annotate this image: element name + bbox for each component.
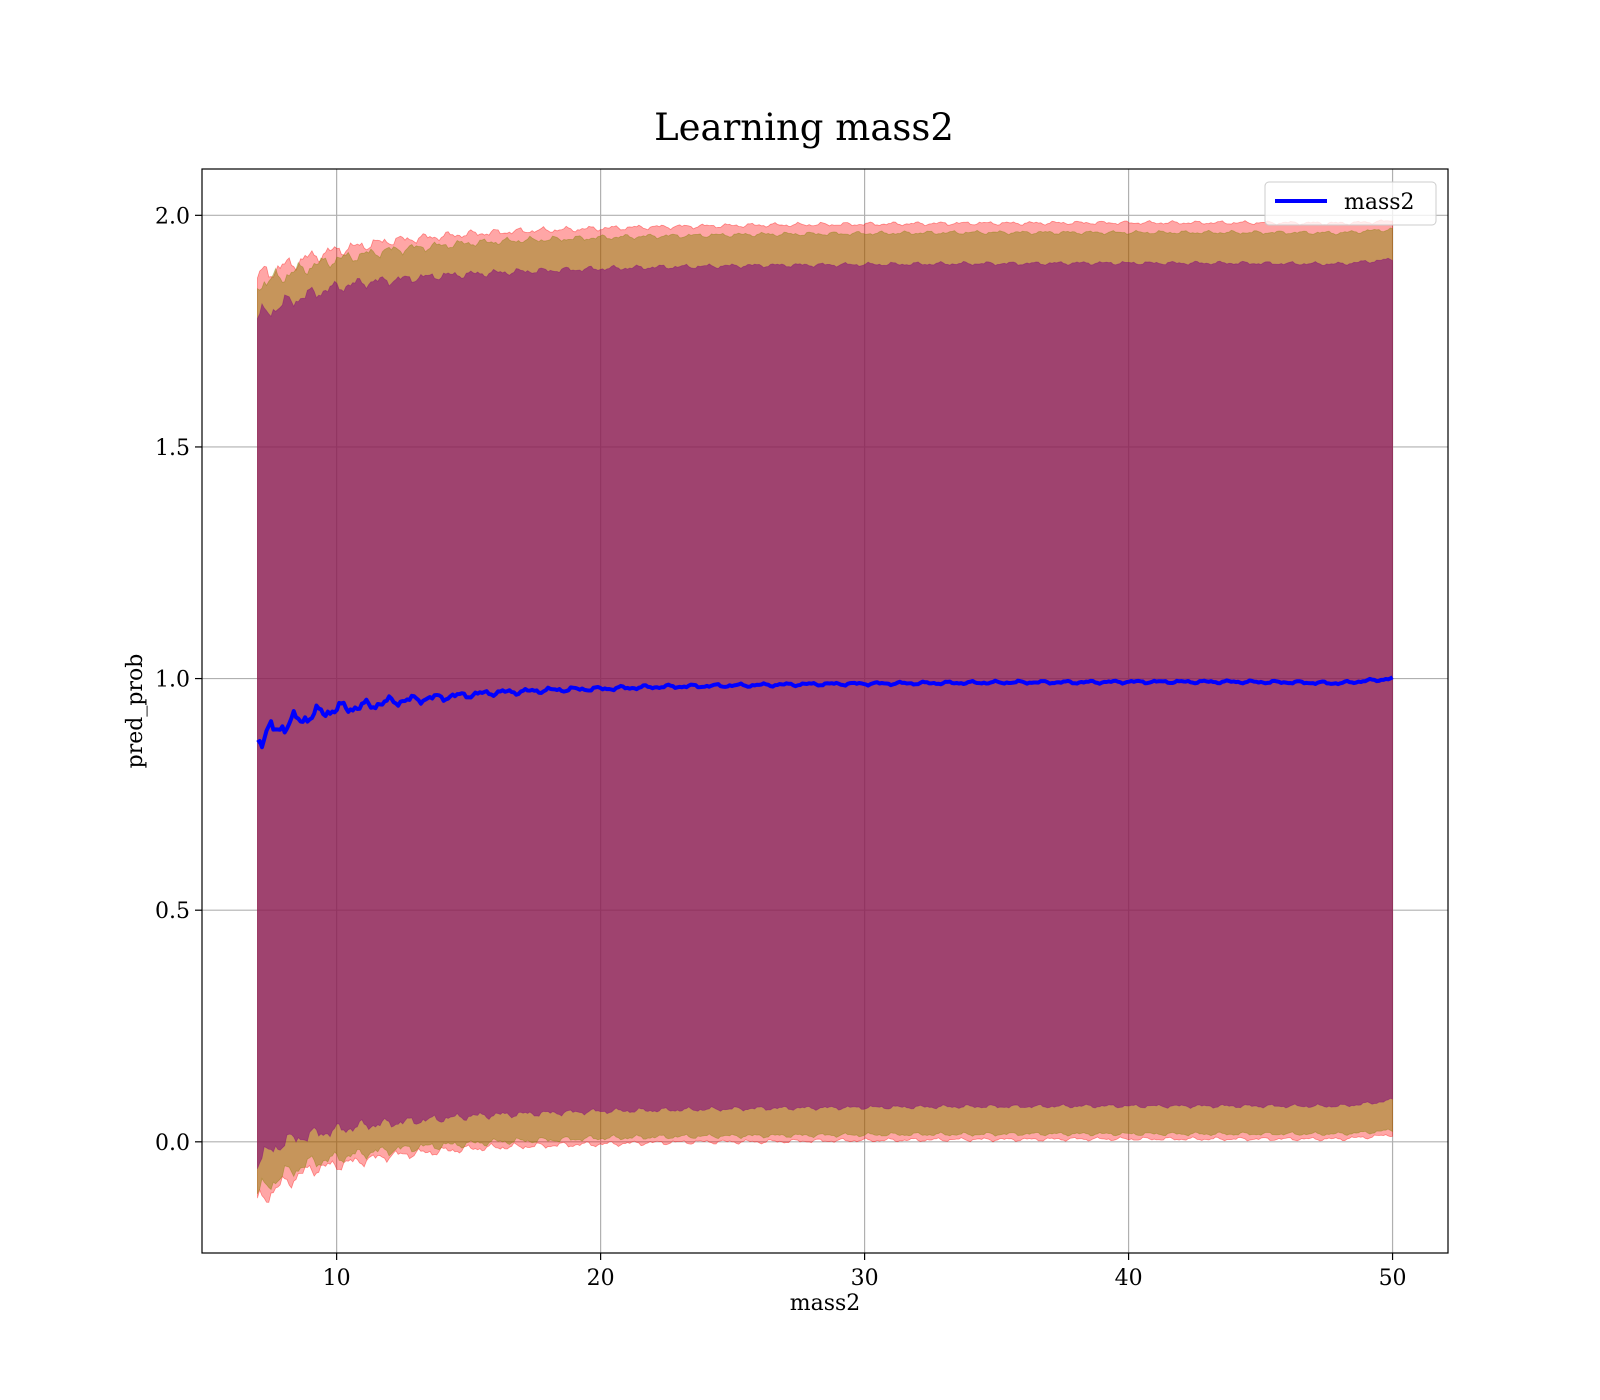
y-axis-label: pred_prob [123,654,148,769]
legend-entry-mass2: mass2 [1344,190,1415,215]
plot-area-frame [201,168,1449,1254]
axis-ticks: 10 20 30 40 50 0.0 0.5 1.0 1.5 2.0 [155,204,1407,1291]
legend-box [1264,181,1437,226]
legend: mass2 [1264,181,1437,226]
x-tick-label: 40 [1115,1266,1143,1291]
x-axis-label: mass2 [790,1291,861,1316]
series-line-mass2 [256,675,1394,750]
y-tick-label: 2.0 [155,204,190,229]
confidence-bands [257,219,1393,1203]
band-inner [257,257,1393,1169]
y-tick-label: 1.5 [155,436,190,461]
x-tick-label: 20 [587,1266,615,1291]
y-tick-label: 0.5 [155,899,190,924]
x-tick-label: 50 [1379,1266,1407,1291]
chart-title: Learning mass2 [654,106,954,149]
series-lines [256,675,1394,750]
x-tick-label: 10 [323,1266,351,1291]
y-tick-label: 0.0 [155,1131,190,1156]
y-tick-label: 1.0 [155,668,190,693]
x-tick-label: 30 [851,1266,879,1291]
